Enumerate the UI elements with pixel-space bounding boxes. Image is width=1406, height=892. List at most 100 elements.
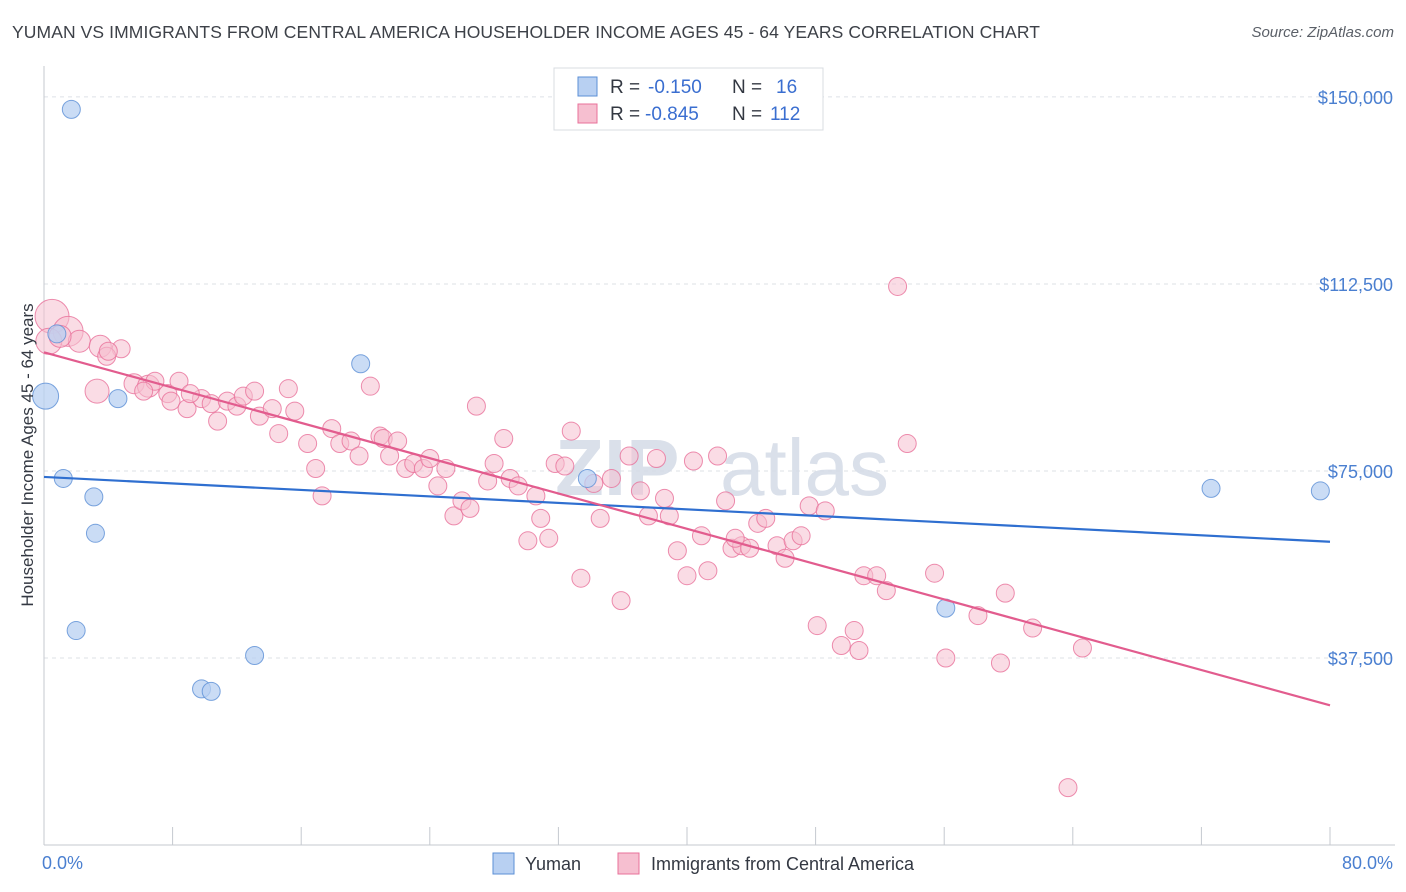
point-immigrants — [98, 341, 118, 361]
point-immigrants — [677, 566, 697, 586]
point-yuman — [47, 324, 67, 344]
point-immigrants — [601, 468, 621, 488]
point-immigrants — [708, 446, 728, 466]
legend-swatch-immigrants — [577, 103, 598, 124]
point-immigrants — [698, 561, 718, 581]
point-immigrants — [134, 381, 154, 401]
point-immigrants — [897, 434, 917, 454]
point-yuman — [84, 487, 104, 507]
point-yuman — [32, 382, 60, 410]
point-immigrants — [990, 653, 1010, 673]
series-yuman — [32, 99, 1330, 701]
point-immigrants — [716, 491, 736, 511]
point-immigrants — [849, 641, 869, 661]
point-immigrants — [561, 421, 581, 441]
point-immigrants — [925, 563, 945, 583]
point-immigrants — [349, 446, 369, 466]
point-immigrants — [691, 526, 711, 546]
point-immigrants — [1058, 778, 1078, 798]
grid-lines — [44, 96, 1395, 659]
legend-r-value-2: -0.845 — [645, 104, 699, 125]
point-immigrants — [968, 606, 988, 626]
legend-swatch-yuman — [577, 76, 598, 97]
point-immigrants — [831, 636, 851, 656]
trend-lines — [43, 351, 1331, 707]
point-immigrants — [539, 528, 559, 548]
point-immigrants — [590, 508, 610, 528]
point-immigrants — [844, 621, 864, 641]
legend-n-label-2: N = — [732, 104, 762, 125]
legend-n-value-2: 112 — [770, 104, 800, 125]
point-immigrants — [466, 396, 486, 416]
y-tick-label: $75,000 — [1328, 462, 1393, 482]
point-immigrants — [876, 581, 896, 601]
point-yuman — [351, 354, 371, 374]
point-yuman — [1310, 481, 1330, 501]
point-immigrants — [494, 429, 514, 449]
point-immigrants — [630, 481, 650, 501]
point-immigrants — [444, 506, 464, 526]
point-immigrants — [484, 453, 504, 473]
point-yuman — [61, 99, 81, 119]
trend-line-yuman — [43, 475, 1331, 543]
point-immigrants — [799, 496, 819, 516]
point-yuman — [108, 389, 128, 409]
point-immigrants — [180, 384, 200, 404]
x-tick-labels: 0.0% 80.0% — [42, 853, 1393, 873]
point-yuman — [245, 645, 265, 665]
point-immigrants — [67, 329, 91, 353]
point-immigrants — [428, 476, 448, 496]
x-tick-label-min: 0.0% — [42, 853, 83, 873]
axes — [43, 66, 1395, 846]
trend-line-immigrants — [43, 351, 1331, 707]
y-tick-label: $112,500 — [1319, 275, 1393, 295]
point-immigrants — [611, 591, 631, 611]
point-yuman — [1201, 478, 1221, 498]
point-immigrants — [654, 488, 674, 508]
y-tick-label: $150,000 — [1318, 88, 1393, 108]
legend-n-label-1: N = — [732, 77, 762, 98]
legend-r-label-2: R = — [610, 104, 640, 125]
series-immigrants-central-america — [34, 276, 1092, 798]
point-immigrants — [460, 498, 480, 518]
point-immigrants — [619, 446, 639, 466]
bottom-legend-swatch-immigrants — [617, 852, 640, 875]
point-immigrants — [646, 449, 666, 468]
point-immigrants — [667, 541, 687, 561]
point-immigrants — [245, 381, 265, 401]
point-yuman — [66, 621, 86, 641]
point-immigrants — [518, 531, 538, 551]
point-immigrants — [285, 401, 305, 421]
legend-n-value-1: 16 — [776, 77, 797, 98]
point-immigrants — [995, 583, 1015, 603]
point-immigrants — [531, 508, 551, 528]
point-immigrants — [1072, 638, 1092, 658]
point-immigrants — [269, 424, 289, 444]
bottom-legend-swatch-yuman — [492, 852, 515, 875]
x-tick-label-max: 80.0% — [1342, 853, 1393, 873]
point-immigrants — [555, 456, 575, 476]
bottom-legend-label-yuman: Yuman — [525, 854, 581, 874]
point-immigrants — [341, 431, 361, 451]
legend-box — [553, 67, 824, 131]
legend: R = -0.150 N = 16 R = -0.845 N = 112 — [553, 67, 824, 131]
watermark-atlas: atlas — [720, 423, 889, 512]
point-immigrants — [888, 276, 908, 296]
point-immigrants — [807, 616, 827, 636]
point-immigrants — [278, 379, 298, 399]
bottom-legend: Yuman Immigrants from Central America — [492, 852, 915, 875]
point-immigrants — [936, 648, 956, 668]
point-immigrants — [298, 434, 318, 454]
legend-r-label-1: R = — [610, 77, 640, 98]
chart-title: YUMAN VS IMMIGRANTS FROM CENTRAL AMERICA… — [12, 22, 1041, 42]
legend-r-value-1: -0.150 — [648, 77, 702, 98]
point-immigrants — [791, 526, 811, 546]
point-yuman — [85, 523, 105, 543]
point-immigrants — [683, 451, 703, 471]
y-tick-label: $37,500 — [1328, 649, 1393, 669]
point-immigrants — [571, 568, 591, 588]
point-immigrants — [360, 376, 380, 396]
point-yuman — [201, 681, 221, 701]
y-axis-title: Householder Income Ages 45 - 64 years — [18, 303, 37, 606]
